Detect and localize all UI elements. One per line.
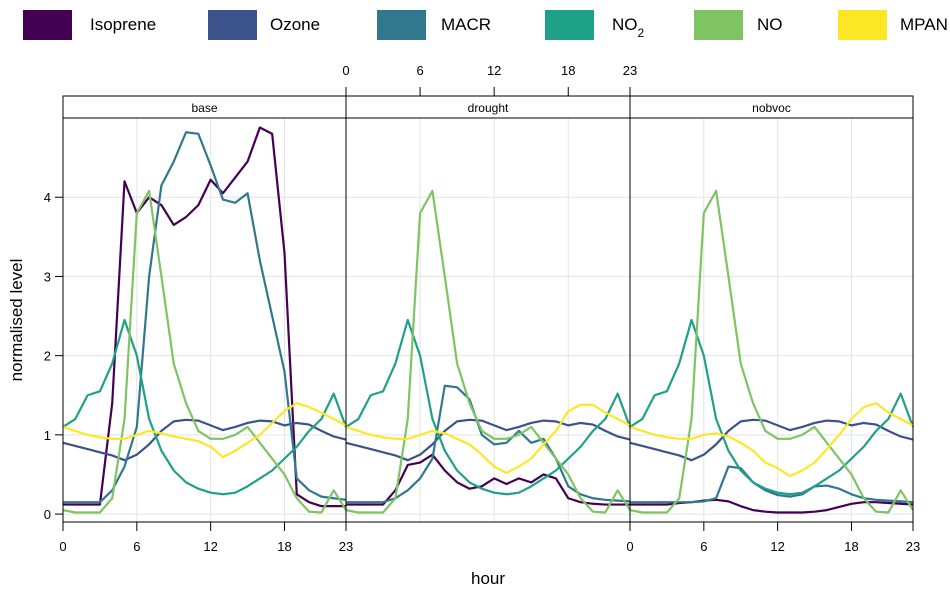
series-line-drought-2 xyxy=(346,384,631,504)
x-tick-label-2-1: 6 xyxy=(700,539,707,554)
series-line-nobvoc-5 xyxy=(629,402,914,478)
y-axis: 0 1 2 3 4 xyxy=(44,190,63,522)
y-axis-title: normalised level xyxy=(7,259,26,382)
y-tick-label-2: 2 xyxy=(44,349,51,364)
series-line-base-2 xyxy=(63,131,347,504)
panel-nobvoc: nobvoc xyxy=(629,95,915,523)
x-tick-label-2-2: 12 xyxy=(770,539,784,554)
series-line-nobvoc-4 xyxy=(629,189,914,514)
top-tick-label-4: 23 xyxy=(623,63,637,78)
chart-panels: base drought nobvoc xyxy=(62,95,915,523)
panel-frame-nobvoc xyxy=(629,117,914,523)
strip-label-base: base xyxy=(191,101,217,115)
x-tick-label-2-4: 23 xyxy=(906,539,920,554)
series-line-base-0 xyxy=(63,126,346,508)
strip-label-nobvoc: nobvoc xyxy=(752,101,791,115)
panel-drought: drought xyxy=(345,95,632,523)
series-line-base-3 xyxy=(62,318,348,496)
legend-swatch-5 xyxy=(838,10,887,40)
top-tick-label-3: 18 xyxy=(561,63,575,78)
legend-label-1: Ozone xyxy=(270,15,320,34)
series-line-nobvoc-1 xyxy=(629,418,914,462)
strip-label-drought: drought xyxy=(468,101,509,115)
legend-swatch-2 xyxy=(377,10,426,40)
x-tick-label-2-3: 18 xyxy=(844,539,858,554)
series-line-base-1 xyxy=(62,418,347,462)
x-tick-label-2-0: 0 xyxy=(626,539,633,554)
panel-base: base xyxy=(62,95,348,523)
series-line-drought-4 xyxy=(345,189,631,514)
top-tick-label-2: 12 xyxy=(487,63,501,78)
x-axis-title: hour xyxy=(471,569,505,588)
series-line-drought-1 xyxy=(345,418,631,462)
legend-label-3: NO2 xyxy=(612,15,645,40)
legend-label-2: MACR xyxy=(441,15,491,34)
top-tick-label-1: 6 xyxy=(416,63,423,78)
x-tick-label-0-3: 18 xyxy=(277,539,291,554)
legend-swatch-4 xyxy=(694,10,743,40)
y-tick-label-0: 0 xyxy=(44,507,51,522)
bottom-x-axis: 0 6 12 18 23 0 6 12 18 23 xyxy=(59,522,920,554)
top-tick-label-0: 0 xyxy=(342,63,349,78)
top-x-axis: 0 6 12 18 23 xyxy=(342,63,637,96)
x-tick-label-0-2: 12 xyxy=(203,539,217,554)
series-line-drought-5 xyxy=(345,403,631,474)
y-tick-label-1: 1 xyxy=(44,428,51,443)
y-tick-label-3: 3 xyxy=(44,269,51,284)
x-tick-label-0-1: 6 xyxy=(133,539,140,554)
legend-swatch-0 xyxy=(23,10,72,40)
legend-swatch-1 xyxy=(208,10,257,40)
series-line-drought-0 xyxy=(346,453,630,506)
series-line-base-4 xyxy=(62,189,347,514)
legend-swatch-3 xyxy=(545,10,594,40)
x-tick-label-0-4: 23 xyxy=(339,539,353,554)
chart-legend: Isoprene Ozone MACR NO2 NO MPAN xyxy=(23,10,948,40)
series-line-nobvoc-2 xyxy=(630,465,914,504)
series-line-base-5 xyxy=(62,402,347,459)
legend-label-4: NO xyxy=(757,15,783,34)
series-line-drought-3 xyxy=(345,318,632,496)
x-tick-label-0-0: 0 xyxy=(59,539,66,554)
series-line-nobvoc-3 xyxy=(629,318,915,496)
legend-label-5: MPAN xyxy=(900,15,948,34)
legend-label-0: Isoprene xyxy=(90,15,156,34)
y-tick-label-4: 4 xyxy=(44,190,51,205)
